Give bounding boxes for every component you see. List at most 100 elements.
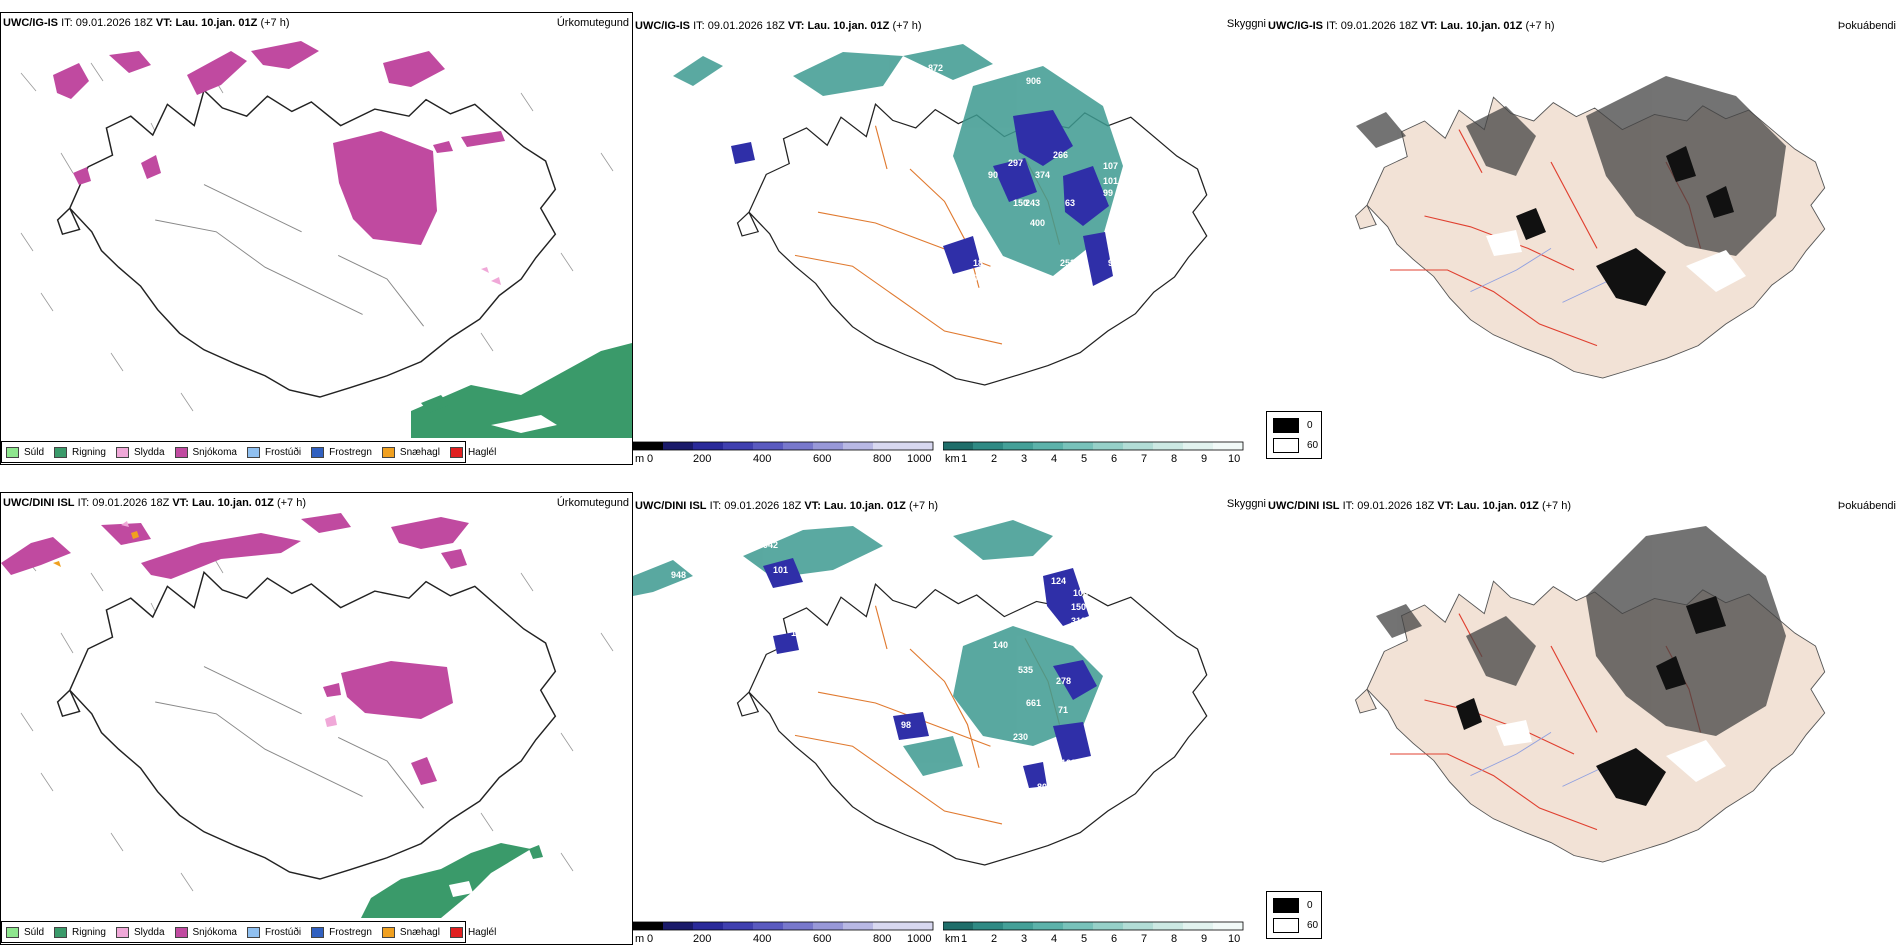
svg-text:100: 100	[963, 273, 978, 283]
legend-item: Snæhagl	[381, 446, 440, 458]
svg-text:266: 266	[1053, 150, 1068, 160]
legend-item: Snjókoma	[174, 926, 237, 938]
visibility-map: 872 906 52 90 297 374 266 150 150 243 10…	[673, 44, 1208, 386]
legend-swatch	[115, 446, 129, 458]
svg-text:6: 6	[1111, 453, 1117, 464]
fog-indicator-panel-row1: UWC/IG-IS IT: 09.01.2026 18Z VT: Lau. 10…	[1266, 16, 1900, 466]
svg-text:8: 8	[1171, 453, 1177, 464]
svg-text:800: 800	[873, 453, 891, 464]
fog-indicator-panel-row2: UWC/DINI ISL IT: 09.01.2026 18Z VT: Lau.…	[1266, 496, 1900, 946]
svg-text:1000: 1000	[907, 933, 931, 944]
legend-swatch	[311, 926, 325, 938]
panel-type-label: Skyggni	[1226, 18, 1266, 30]
fog-legend-item: 0	[1273, 418, 1313, 433]
legend-swatch	[54, 926, 68, 938]
svg-text:374: 374	[1035, 170, 1050, 180]
precip-legend: Súld Rigning Slydda Snjókoma Frostúði Fr…	[1, 921, 496, 943]
legend-swatch	[381, 926, 395, 938]
svg-text:71: 71	[1058, 705, 1068, 715]
legend-item: Rigning	[54, 926, 106, 938]
svg-text:m: m	[635, 453, 644, 464]
svg-text:108: 108	[1073, 588, 1088, 598]
precip-type-map	[1, 513, 614, 918]
panel-type-label: Þokuábendi	[1837, 500, 1896, 512]
legend-item: Súld	[6, 926, 44, 938]
legend-item: Frostregn	[311, 926, 372, 938]
svg-text:243: 243	[1025, 198, 1040, 208]
fog-swatch	[1273, 418, 1299, 433]
svg-text:124: 124	[1051, 576, 1066, 586]
legend-swatch	[449, 926, 463, 938]
svg-text:9: 9	[1201, 933, 1207, 944]
visibility-scale-km: km 1 2 3 4 5 6 7 8 9 10	[943, 441, 1244, 464]
svg-text:120: 120	[791, 628, 806, 638]
panel-title: UWC/DINI ISL IT: 09.01.2026 18Z VT: Lau.…	[635, 500, 938, 512]
svg-text:101: 101	[773, 565, 788, 575]
svg-text:374: 374	[1025, 284, 1040, 294]
legend-item: Frostregn	[311, 446, 372, 458]
svg-text:7: 7	[1141, 453, 1147, 464]
panel-title: UWC/IG-IS IT: 09.01.2026 18Z VT: Lau. 10…	[1268, 20, 1555, 32]
panel-type-label: Skyggni	[1226, 498, 1266, 510]
panel-title: UWC/IG-IS IT: 09.01.2026 18Z VT: Lau. 10…	[3, 17, 290, 29]
svg-text:400: 400	[753, 453, 771, 464]
legend-swatch	[115, 926, 129, 938]
panel-title: UWC/DINI ISL IT: 09.01.2026 18Z VT: Lau.…	[1268, 500, 1571, 512]
fog-legend: 0 60	[1266, 411, 1322, 459]
svg-text:253: 253	[1060, 258, 1075, 268]
precip-legend: Súld Rigning Slydda Snjókoma Frostúði Fr…	[1, 441, 496, 463]
svg-text:128: 128	[935, 640, 950, 650]
legend-item: Slydda	[115, 446, 165, 458]
visibility-panel-row1: UWC/IG-IS IT: 09.01.2026 18Z VT: Lau. 10…	[633, 16, 1266, 466]
svg-text:0: 0	[647, 453, 653, 464]
svg-text:200: 200	[693, 933, 711, 944]
svg-text:600: 600	[813, 453, 831, 464]
svg-text:18: 18	[973, 258, 983, 268]
legend-swatch	[6, 926, 19, 938]
svg-text:948: 948	[671, 570, 686, 580]
panel-type-label: Þokuábendi	[1837, 20, 1896, 32]
svg-text:52: 52	[708, 160, 718, 170]
panel-type-label: Úrkomutegund	[556, 17, 629, 29]
svg-text:1: 1	[961, 933, 967, 944]
legend-item: Slydda	[115, 926, 165, 938]
fog-swatch	[1273, 898, 1299, 913]
svg-text:km: km	[945, 933, 960, 944]
svg-text:1: 1	[961, 453, 967, 464]
svg-text:0: 0	[647, 933, 653, 944]
svg-text:m: m	[635, 933, 644, 944]
svg-text:150: 150	[1120, 140, 1135, 150]
svg-text:99: 99	[1103, 188, 1113, 198]
svg-text:98: 98	[901, 720, 911, 730]
svg-text:2: 2	[991, 453, 997, 464]
precip-type-panel-row1: UWC/IG-IS IT: 09.01.2026 18Z VT: Lau. 10…	[0, 12, 633, 465]
fog-legend-item: 60	[1273, 438, 1318, 453]
fog-legend: 0 60	[1266, 891, 1322, 939]
svg-text:8: 8	[1171, 933, 1177, 944]
svg-text:1000: 1000	[907, 453, 931, 464]
legend-swatch	[246, 446, 260, 458]
fog-indicator-map	[1354, 76, 1826, 379]
svg-text:101: 101	[1115, 284, 1130, 294]
svg-text:12: 12	[1085, 640, 1095, 650]
fog-legend-item: 60	[1273, 918, 1318, 933]
legend-swatch	[311, 446, 325, 458]
legend-item: Haglél	[449, 446, 496, 458]
fog-swatch	[1273, 918, 1299, 933]
svg-text:2: 2	[991, 933, 997, 944]
svg-text:90: 90	[1108, 258, 1118, 268]
svg-text:600: 600	[813, 933, 831, 944]
svg-text:140: 140	[993, 640, 1008, 650]
legend-swatch	[54, 446, 68, 458]
fog-swatch	[1273, 438, 1299, 453]
precip-type-map	[20, 41, 632, 438]
svg-text:297: 297	[1008, 158, 1023, 168]
svg-text:97: 97	[923, 706, 933, 716]
svg-text:230: 230	[1013, 732, 1028, 742]
panel-type-label: Úrkomutegund	[556, 497, 629, 509]
legend-swatch	[174, 446, 188, 458]
precip-type-panel-row2: UWC/DINI ISL IT: 09.01.2026 18Z VT: Lau.…	[0, 492, 633, 945]
legend-item: Frostúði	[246, 446, 301, 458]
panel-title: UWC/IG-IS IT: 09.01.2026 18Z VT: Lau. 10…	[635, 20, 922, 32]
svg-text:942: 942	[763, 540, 778, 550]
